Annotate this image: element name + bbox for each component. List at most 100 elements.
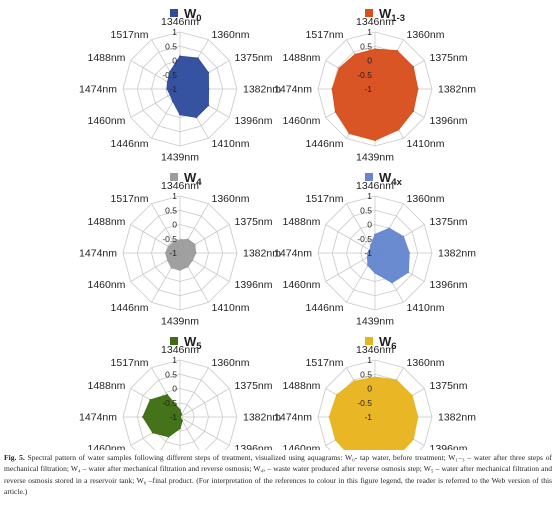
- category-label: 1439nm: [161, 316, 199, 328]
- legend-swatch: [170, 9, 178, 17]
- data-point: [170, 266, 173, 269]
- radial-tick-label: 0.5: [360, 205, 372, 215]
- category-label: 1474nm: [274, 248, 312, 260]
- category-label: 1474nm: [274, 84, 312, 96]
- data-point: [408, 252, 411, 254]
- radial-tick-label: 0: [172, 56, 177, 66]
- grid-spoke: [179, 416, 200, 450]
- data-point: [348, 132, 351, 135]
- category-label: 1460nm: [282, 115, 320, 127]
- data-point: [166, 393, 169, 396]
- category-label: 1460nm: [87, 443, 125, 450]
- category-label: 1439nm: [161, 152, 199, 164]
- data-point: [179, 408, 181, 411]
- category-label: 1410nm: [407, 302, 445, 314]
- category-label: 1346nm: [356, 344, 394, 356]
- category-label: 1446nm: [111, 302, 149, 314]
- data-point: [179, 427, 181, 430]
- data-point: [334, 438, 337, 441]
- category-label: 1382nm: [243, 248, 281, 260]
- category-label: 1446nm: [111, 138, 149, 150]
- category-label: 1488nm: [282, 380, 320, 392]
- category-label: 1517nm: [111, 29, 149, 41]
- category-label: 1360nm: [212, 29, 250, 41]
- data-point: [195, 116, 198, 119]
- data-point: [172, 240, 175, 243]
- data-point: [396, 49, 398, 52]
- data-point: [179, 269, 181, 271]
- data-point: [402, 235, 405, 238]
- data-point: [374, 139, 376, 142]
- category-label: 1488nm: [282, 52, 320, 64]
- category-label: 1396nm: [235, 115, 273, 127]
- category-label: 1375nm: [430, 380, 468, 392]
- data-point: [171, 100, 174, 103]
- data-point: [186, 238, 189, 241]
- category-label: 1460nm: [87, 279, 125, 291]
- data-point: [169, 70, 171, 73]
- radial-tick-label: 0: [367, 384, 372, 394]
- data-point: [149, 399, 152, 401]
- data-point: [366, 264, 369, 267]
- aquagram-panel: 1 0.5 0 -0.5 -1 1346nm 1360nm 1375nm 1382nm 1396n…: [79, 334, 281, 450]
- category-label: 1488nm: [87, 216, 125, 228]
- radial-tick-label: -0.5: [357, 398, 372, 408]
- data-point: [193, 243, 196, 246]
- radial-tick-label: -1: [364, 248, 372, 258]
- category-label: 1474nm: [79, 412, 117, 424]
- data-point: [181, 419, 184, 422]
- category-label: 1517nm: [306, 29, 344, 41]
- radial-tick-label: 0.5: [165, 41, 177, 51]
- data-point: [369, 244, 372, 247]
- caption-text: Spectral pattern of water samples follow…: [4, 453, 552, 496]
- data-point: [397, 128, 400, 131]
- data-point: [374, 233, 376, 236]
- radial-tick-label: 1: [367, 27, 372, 37]
- radial-tick-label: 0.5: [165, 205, 177, 215]
- data-point: [334, 110, 337, 113]
- category-label: 1488nm: [87, 52, 125, 64]
- category-label: 1439nm: [356, 316, 394, 328]
- category-label: 1360nm: [212, 357, 250, 369]
- data-point: [196, 57, 199, 60]
- category-label: 1346nm: [356, 16, 394, 28]
- radial-tick-label: 1: [172, 355, 177, 365]
- data-point: [366, 256, 369, 259]
- data-point: [167, 245, 170, 248]
- category-label: 1360nm: [407, 357, 445, 369]
- category-label: 1517nm: [111, 193, 149, 205]
- data-point: [166, 80, 169, 83]
- data-point: [180, 413, 183, 416]
- category-label: 1346nm: [161, 180, 199, 192]
- legend-swatch: [365, 9, 373, 17]
- aquagram-panel: 1 0.5 0 -0.5 -1 1346nm 1360nm 1375nm 1382nm 1396n…: [274, 334, 476, 450]
- caption-label: Fig. 5.: [4, 453, 25, 462]
- category-label: 1396nm: [430, 115, 468, 127]
- data-point: [388, 227, 391, 230]
- chart-title-subscript: 5: [196, 341, 202, 352]
- chart-title-subscript: 0: [196, 13, 201, 24]
- category-label: 1346nm: [161, 16, 199, 28]
- chart-title-subscript: 6: [391, 341, 396, 352]
- grid-spoke: [179, 388, 230, 418]
- category-label: 1474nm: [274, 412, 312, 424]
- aquagram-panel: 1 0.5 0 -0.5 -1 1346nm 1360nm 1375nm 1382nm 1396n…: [274, 6, 476, 164]
- data-point: [179, 55, 181, 58]
- data-point: [354, 53, 356, 56]
- category-label: 1375nm: [430, 216, 468, 228]
- data-point: [412, 438, 415, 440]
- data-point: [411, 394, 413, 397]
- data-point: [179, 416, 181, 418]
- data-point: [328, 416, 331, 418]
- data-point: [416, 416, 419, 418]
- chart-title-subscript: 4x: [391, 177, 402, 188]
- data-point: [167, 435, 170, 438]
- aquagram-panel: 1 0.5 0 -0.5 -1 1346nm 1360nm 1375nm 1382nm 1396n…: [79, 6, 281, 164]
- category-label: 1346nm: [161, 344, 199, 356]
- category-label: 1460nm: [282, 279, 320, 291]
- grid-spoke: [179, 367, 209, 418]
- category-label: 1517nm: [306, 193, 344, 205]
- category-label: 1410nm: [212, 138, 250, 150]
- category-label: 1382nm: [243, 84, 281, 96]
- category-label: 1382nm: [438, 412, 476, 424]
